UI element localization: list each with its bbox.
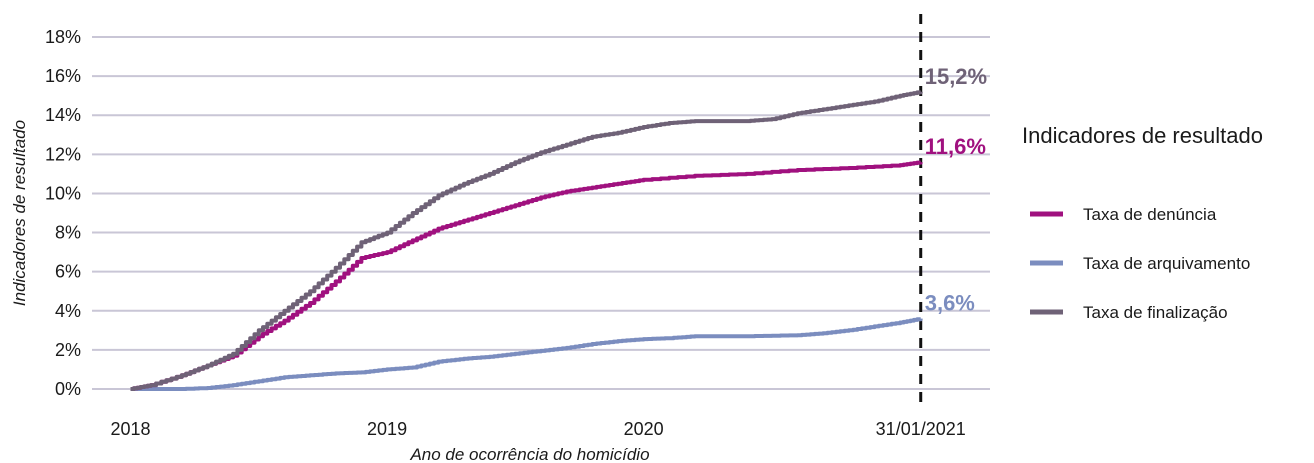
legend: Indicadores de resultado Taxa de denúnci… bbox=[1022, 123, 1263, 322]
y-tick-label: 8% bbox=[55, 223, 81, 243]
y-tick-label: 10% bbox=[45, 183, 81, 203]
x-axis-ticks: 2018 2019 2020 31/01/2021 bbox=[110, 419, 965, 439]
series-line bbox=[130, 317, 923, 391]
end-value-label: 3,6% bbox=[925, 291, 975, 316]
end-labels: 3,6% 11,6% 15,2% bbox=[925, 64, 987, 316]
x-tick-label: 31/01/2021 bbox=[876, 419, 966, 439]
y-tick-label: 0% bbox=[55, 379, 81, 399]
x-tick-label: 2018 bbox=[110, 419, 150, 439]
end-value-label: 11,6% bbox=[925, 134, 986, 159]
legend-label: Taxa de arquivamento bbox=[1083, 254, 1250, 273]
x-axis-title: Ano de ocorrência do homicídio bbox=[409, 445, 649, 463]
x-tick-label: 2020 bbox=[624, 419, 664, 439]
y-tick-label: 12% bbox=[45, 144, 81, 164]
y-axis-title: Indicadores de resultado bbox=[10, 120, 29, 306]
y-tick-label: 2% bbox=[55, 340, 81, 360]
y-tick-label: 18% bbox=[45, 27, 81, 47]
legend-label: Taxa de denúncia bbox=[1083, 205, 1217, 224]
y-axis-ticks: 0% 2% 4% 6% 8% 10% 12% 14% 16% 18% bbox=[45, 27, 81, 399]
y-tick-label: 14% bbox=[45, 105, 81, 125]
legend-items: Taxa de denúncia Taxa de arquivamento Taxa… bbox=[1030, 205, 1250, 322]
series-line bbox=[130, 90, 923, 391]
series-lines bbox=[130, 90, 923, 391]
x-tick-label: 2019 bbox=[367, 419, 407, 439]
y-tick-label: 16% bbox=[45, 66, 81, 86]
end-value-label: 15,2% bbox=[925, 64, 987, 89]
series-line bbox=[130, 160, 923, 391]
y-tick-label: 4% bbox=[55, 301, 81, 321]
y-tick-label: 6% bbox=[55, 262, 81, 282]
gridlines bbox=[92, 36, 990, 390]
legend-label: Taxa de finalização bbox=[1083, 303, 1228, 322]
legend-title: Indicadores de resultado bbox=[1022, 123, 1263, 148]
